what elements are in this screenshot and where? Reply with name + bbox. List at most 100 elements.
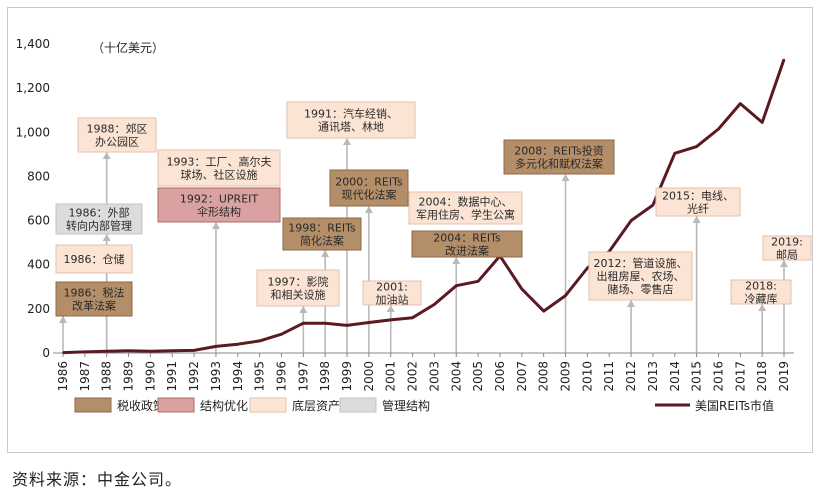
annotation-text: 赌场、零售店	[608, 282, 674, 296]
annotation-text: 2015：电线、	[662, 189, 734, 203]
annotation-text: 光纤	[687, 202, 709, 216]
series-point	[193, 349, 195, 352]
annotation-arrowhead	[780, 260, 788, 267]
annotation-box	[55, 281, 133, 317]
x-tick-label: 1998	[318, 361, 332, 392]
annotation-text: 邮局	[776, 249, 798, 262]
annotation-text: 1997：影院	[268, 275, 329, 289]
annotation-box	[762, 235, 812, 261]
series-point	[673, 152, 676, 155]
x-tick-label: 2007	[515, 361, 529, 392]
annotation-text: 1991：汽车经销、	[304, 107, 398, 121]
x-tick-label: 2017	[733, 361, 747, 392]
x-tick-label: 1991	[165, 361, 179, 392]
series-point	[302, 322, 305, 325]
x-tick-label: 2003	[427, 361, 441, 392]
series-point	[127, 349, 130, 352]
annotation-arrowhead	[299, 306, 308, 313]
annotation-box	[55, 244, 133, 274]
x-tick-label: 2008	[537, 361, 551, 392]
legend-label: 管理结构	[382, 398, 430, 413]
x-tick-label: 2002	[406, 361, 420, 392]
annotation-text: 2019:	[771, 236, 803, 249]
annotation-text: 现代化法案	[342, 188, 397, 202]
series-point	[105, 350, 108, 353]
series-point	[761, 121, 763, 124]
x-tick-label: 2014	[668, 361, 682, 392]
annotation-box	[282, 217, 362, 251]
x-tick-label: 2006	[493, 361, 507, 392]
series-point	[368, 321, 370, 324]
series-point	[411, 316, 414, 319]
annotation-box	[157, 187, 281, 223]
annotation-text: 2008：REITs投资	[514, 144, 603, 158]
annotation-text: 2001:	[376, 281, 408, 294]
annotation-arrowhead	[59, 316, 67, 323]
legend-label: 美国REITs市值	[695, 398, 774, 413]
series-point	[739, 102, 742, 105]
x-tick-label: 2018	[755, 361, 769, 392]
annotation-arrowhead	[211, 222, 220, 229]
y-tick-label: 1,400	[16, 37, 50, 51]
annotation-text: 伞形结构	[197, 205, 241, 219]
series-line	[62, 58, 786, 355]
x-tick-label: 2000	[362, 361, 376, 392]
series-point	[477, 280, 479, 283]
x-tick-label: 2016	[711, 361, 725, 392]
x-tick-label: 2001	[384, 361, 398, 392]
series-point	[652, 204, 654, 206]
legend-swatch	[249, 397, 287, 413]
annotation-text: 1986：仓储	[64, 252, 125, 266]
series-point	[542, 310, 545, 312]
annotation-box	[362, 280, 422, 306]
y-tick-label: 0	[42, 346, 50, 360]
annotation-text: 2004：数据中心、	[419, 195, 513, 209]
annotation-arrowhead	[343, 138, 352, 145]
x-tick-label: 2019	[777, 361, 791, 392]
x-tick-label: 1997	[296, 361, 310, 392]
annotation-text: 军用住房、学生公寓	[416, 208, 515, 222]
series-point	[149, 350, 152, 353]
annotation-box	[286, 101, 416, 139]
annotation-arrows	[59, 138, 788, 353]
series-point	[215, 345, 217, 348]
annotation-box	[503, 139, 615, 175]
x-tick-label: 2005	[471, 361, 485, 392]
annotation-arrowhead	[386, 305, 395, 312]
x-tick-label: 2011	[602, 361, 616, 392]
annotation-arrowhead	[561, 174, 570, 181]
annotation-text: 1988：郊区	[87, 123, 148, 136]
annotation-text: 2004：REITs	[433, 232, 501, 245]
annotation-arrowhead	[758, 304, 767, 311]
series-point	[586, 267, 589, 269]
legend-label: 税收政策	[117, 399, 165, 413]
series-point	[236, 343, 239, 345]
x-tick-label: 1995	[253, 361, 267, 392]
annotation-text: 办公园区	[95, 136, 139, 149]
annotation-arrowhead	[364, 206, 373, 213]
legend-label: 底层资产	[292, 398, 340, 413]
series-point	[717, 128, 720, 130]
legend: 税收政策 结构优化 底层资产 管理结构 美国REITs市值	[74, 397, 774, 413]
annotation-text: 1992：UPREIT	[180, 193, 259, 206]
annotation-text: 改进法案	[445, 244, 489, 258]
annotation-text: 1986：外部	[69, 206, 130, 220]
chart-axes: 0 200 400 600 800 1,000 1,200 1,400 （十亿美元） 1986 19…	[16, 37, 794, 392]
annotation-arrowhead	[452, 257, 461, 264]
source-note: 资料来源：中金公司。	[12, 470, 183, 489]
annotation-text: 1986：税法	[64, 286, 125, 300]
annotation-text: 通讯塔、林地	[318, 120, 384, 134]
annotation-box	[329, 169, 409, 207]
x-tick-label: 2015	[690, 361, 704, 392]
y-tick-label: 1,200	[16, 81, 50, 95]
series-point	[433, 303, 436, 306]
legend-swatch	[157, 397, 195, 413]
annotation-arrowhead	[102, 152, 111, 159]
annotation-box	[77, 117, 157, 153]
annotation-box	[655, 187, 741, 217]
annotation-text: 2018:	[745, 280, 777, 293]
annotation-box	[411, 230, 523, 258]
annotation-text: 和相关设施	[271, 288, 326, 302]
x-tick-label: 2010	[580, 361, 594, 392]
x-tick-label: 2004	[449, 361, 463, 392]
